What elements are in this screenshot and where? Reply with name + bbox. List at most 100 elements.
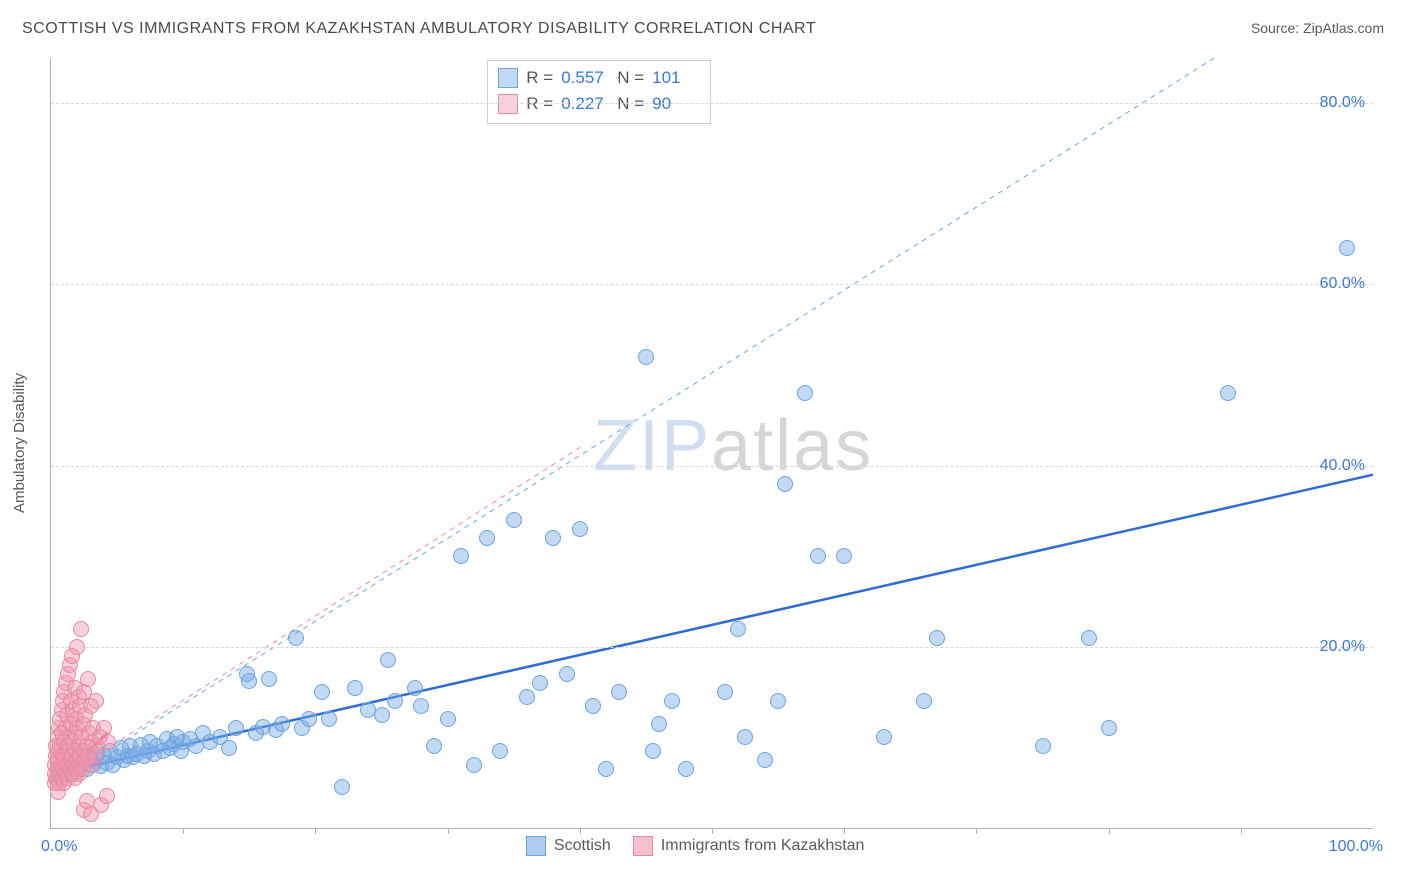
scottish-point: [407, 680, 423, 696]
scottish-point: [440, 711, 456, 727]
scottish-point: [228, 720, 244, 736]
legend-label: Scottish: [554, 837, 611, 855]
scottish-point: [1101, 720, 1117, 736]
kazakhstan-point: [73, 621, 89, 637]
scottish-point: [221, 740, 237, 756]
scottish-point: [737, 729, 753, 745]
scottish-point: [479, 530, 495, 546]
scottish-point: [314, 684, 330, 700]
x-tick: [1109, 828, 1110, 834]
header-bar: SCOTTISH VS IMMIGRANTS FROM KAZAKHSTAN A…: [22, 20, 1384, 38]
scottish-point: [274, 716, 290, 732]
scottish-point: [321, 711, 337, 727]
scottish-point: [1081, 630, 1097, 646]
scottish-point: [241, 673, 257, 689]
gridline: [51, 647, 1373, 648]
scottish-point: [347, 680, 363, 696]
scottish-point: [777, 476, 793, 492]
scottish-point: [585, 698, 601, 714]
scottish-point: [261, 671, 277, 687]
gridline: [51, 284, 1373, 285]
scottish-point: [380, 652, 396, 668]
scottish-swatch-icon: [498, 68, 518, 88]
series-legend: Scottish Immigrants from Kazakhstan: [526, 836, 865, 856]
scottish-point: [492, 743, 508, 759]
x-tick: [183, 828, 184, 834]
kazakhstan-diagonal-line: [54, 448, 580, 783]
n-label: N =: [617, 65, 644, 91]
scottish-point: [572, 521, 588, 537]
correlation-stats-box: R =0.557N =101R =0.227N =90: [487, 60, 711, 124]
scottish-point: [453, 548, 469, 564]
scottish-point: [598, 761, 614, 777]
scottish-point: [770, 693, 786, 709]
y-tick-label: 80.0%: [1320, 94, 1365, 112]
scottish-point: [916, 693, 932, 709]
legend-item: Scottish: [526, 836, 611, 856]
source-prefix: Source:: [1251, 20, 1303, 36]
kazakhstan-point: [100, 734, 116, 750]
scottish-point: [611, 684, 627, 700]
kazakhstan-point: [80, 671, 96, 687]
scottish-point: [757, 752, 773, 768]
scottish-point: [929, 630, 945, 646]
kazakhstan-point: [88, 693, 104, 709]
source-attribution: Source: ZipAtlas.com: [1251, 20, 1384, 36]
scottish-point: [836, 548, 852, 564]
x-tick: [976, 828, 977, 834]
legend-item: Immigrants from Kazakhstan: [633, 836, 865, 856]
legend-label: Immigrants from Kazakhstan: [661, 837, 865, 855]
y-axis-label: Ambulatory Disability: [11, 373, 28, 513]
legend-swatch-icon: [633, 836, 653, 856]
x-tick: [580, 828, 581, 834]
scottish-point: [559, 666, 575, 682]
r-label: R =: [526, 65, 553, 91]
y-tick-label: 20.0%: [1320, 638, 1365, 656]
legend-swatch-icon: [526, 836, 546, 856]
scottish-point: [532, 675, 548, 691]
scottish-point: [374, 707, 390, 723]
scottish-point: [730, 621, 746, 637]
r-value: 0.557: [561, 65, 609, 91]
scottish-point: [426, 738, 442, 754]
scatter-plot-area: ZIPatlas R =0.557N =101R =0.227N =90 0.0…: [50, 58, 1373, 829]
n-value: 101: [652, 65, 700, 91]
scottish-point: [664, 693, 680, 709]
y-tick-label: 40.0%: [1320, 457, 1365, 475]
x-axis-min-label: 0.0%: [41, 838, 77, 856]
scottish-diagonal-line: [58, 58, 1215, 783]
gridline: [51, 466, 1373, 467]
x-tick: [844, 828, 845, 834]
scottish-point: [797, 385, 813, 401]
scottish-point: [387, 693, 403, 709]
scottish-point: [876, 729, 892, 745]
trend-lines-layer: [51, 58, 1373, 828]
scottish-point: [519, 689, 535, 705]
scottish-point: [717, 684, 733, 700]
scottish-point: [288, 630, 304, 646]
scottish-point: [1220, 385, 1236, 401]
scottish-point: [545, 530, 561, 546]
scottish-point: [413, 698, 429, 714]
scottish-point: [678, 761, 694, 777]
x-axis-max-label: 100.0%: [1329, 838, 1383, 856]
scottish-point: [301, 711, 317, 727]
chart-title: SCOTTISH VS IMMIGRANTS FROM KAZAKHSTAN A…: [22, 20, 816, 38]
y-tick-label: 60.0%: [1320, 275, 1365, 293]
scottish-point: [638, 349, 654, 365]
x-tick: [1241, 828, 1242, 834]
scottish-stats-row: R = 0.557 N = 101: [498, 65, 700, 91]
x-tick: [448, 828, 449, 834]
scottish-point: [506, 512, 522, 528]
kazakhstan-point: [99, 788, 115, 804]
scottish-point: [645, 743, 661, 759]
scottish-point: [334, 779, 350, 795]
scottish-point: [651, 716, 667, 732]
x-tick: [712, 828, 713, 834]
scottish-point: [810, 548, 826, 564]
scottish-point: [1339, 240, 1355, 256]
gridline: [51, 103, 1373, 104]
scottish-point: [1035, 738, 1051, 754]
scottish-point: [466, 757, 482, 773]
source-name: ZipAtlas.com: [1303, 20, 1384, 36]
